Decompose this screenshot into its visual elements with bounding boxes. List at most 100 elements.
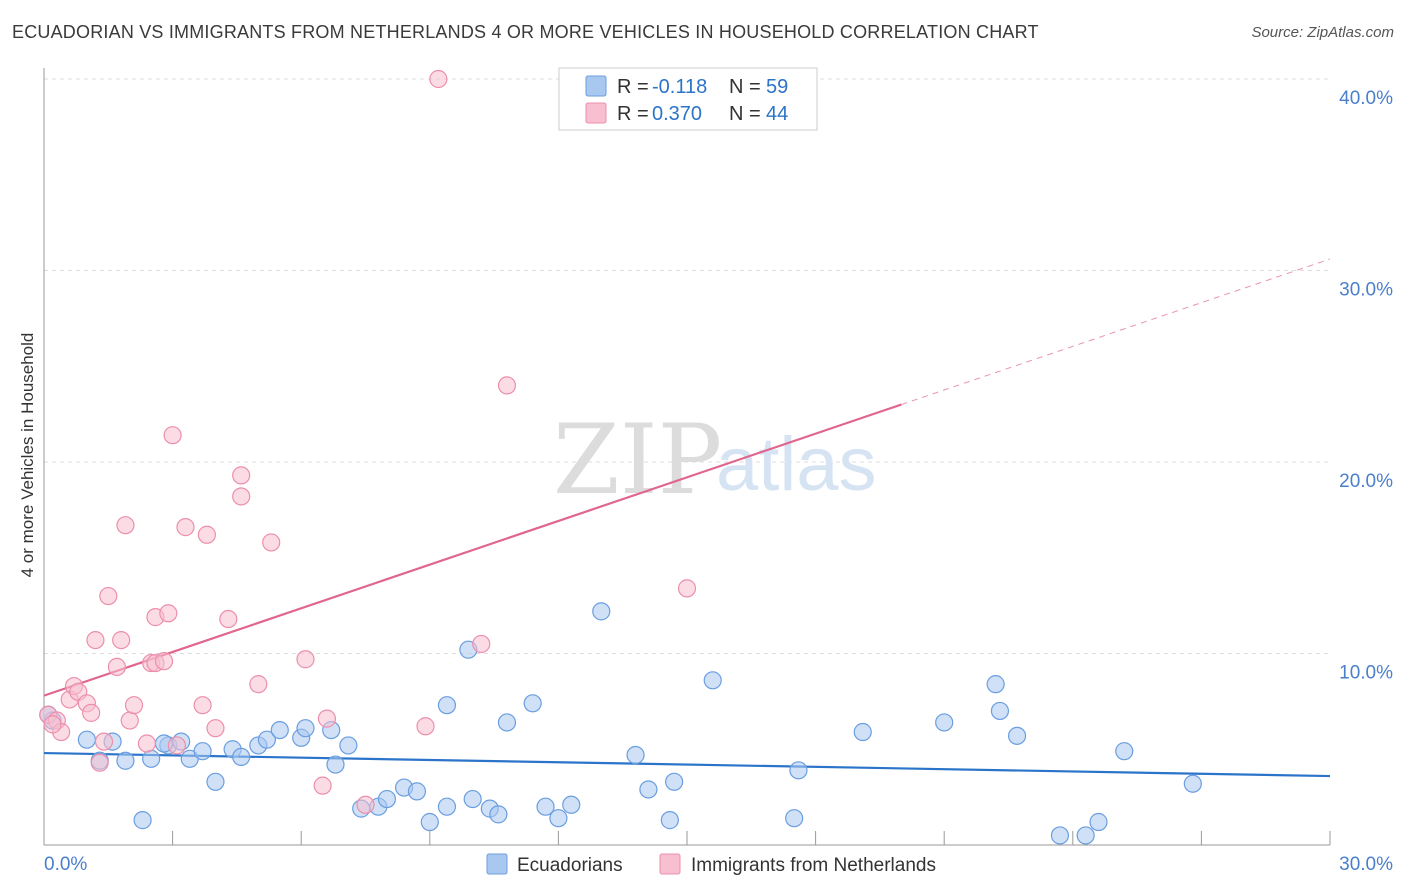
- legend-row-ecuadorians: R = -0.118 N = 59: [585, 75, 788, 98]
- tick-labels: 10.0% 20.0% 30.0% 40.0% 0.0% 30.0%: [44, 88, 1393, 875]
- point-ecuadorian: [523, 694, 542, 713]
- legend-label-ecuadorians: Ecuadorians: [517, 855, 623, 876]
- point-ecuadorian: [257, 730, 277, 749]
- point-netherlands: [86, 630, 105, 650]
- watermark: ZIP atlas: [553, 404, 877, 516]
- legend-n-value: 44: [766, 103, 788, 125]
- point-netherlands: [232, 487, 251, 506]
- legend-r-label: R =: [617, 103, 649, 125]
- point-ecuadorian: [1115, 742, 1134, 761]
- point-netherlands: [99, 586, 118, 606]
- point-ecuadorian: [142, 749, 161, 768]
- point-netherlands: [416, 717, 435, 736]
- point-netherlands: [94, 732, 114, 751]
- point-netherlands: [163, 426, 182, 445]
- point-ecuadorian: [592, 602, 611, 621]
- point-ecuadorian: [1089, 812, 1108, 832]
- point-ecuadorian: [116, 751, 135, 770]
- point-netherlands: [176, 518, 195, 537]
- point-netherlands: [677, 579, 697, 598]
- point-ecuadorian: [665, 772, 684, 791]
- point-ecuadorian: [326, 755, 345, 774]
- series-legend: Ecuadorians Immigrants from Netherlands: [486, 853, 936, 876]
- legend-n-value: 59: [766, 76, 788, 98]
- point-ecuadorian: [639, 780, 658, 799]
- point-ecuadorian: [420, 812, 439, 832]
- point-netherlands: [137, 734, 156, 753]
- point-netherlands: [197, 525, 216, 544]
- point-ecuadorian: [703, 671, 722, 690]
- legend-swatch-blue: [585, 75, 607, 97]
- point-netherlands: [154, 652, 174, 671]
- point-ecuadorian: [549, 809, 568, 828]
- point-ecuadorian: [339, 736, 358, 755]
- point-ecuadorian: [536, 797, 555, 816]
- point-netherlands: [219, 609, 238, 629]
- point-ecuadorian: [463, 789, 482, 809]
- point-netherlands: [317, 709, 337, 728]
- y-tick-label: 40.0%: [1339, 88, 1393, 109]
- legend-r-value: -0.118: [652, 76, 707, 98]
- point-netherlands: [124, 696, 144, 715]
- trend-extension-netherlands: [901, 258, 1331, 406]
- point-ecuadorian: [377, 789, 397, 809]
- point-ecuadorian: [270, 720, 289, 740]
- grid-lines: [44, 78, 1330, 654]
- legend-swatch-ecuadorians: [486, 853, 508, 875]
- legend-r-label: R =: [617, 76, 649, 98]
- point-ecuadorian: [296, 719, 315, 738]
- legend-n-label: N =: [729, 76, 761, 98]
- point-ecuadorian: [133, 811, 152, 830]
- point-ecuadorian: [437, 797, 457, 816]
- point-netherlands: [116, 516, 135, 535]
- point-netherlands: [497, 376, 517, 395]
- trend-line-ecuadorian: [43, 751, 1331, 778]
- point-netherlands: [472, 634, 491, 654]
- point-ecuadorian: [785, 809, 804, 828]
- legend-label-netherlands: Immigrants from Netherlands: [691, 855, 936, 876]
- point-netherlands: [43, 715, 62, 734]
- point-netherlands: [356, 795, 375, 814]
- point-netherlands: [167, 736, 186, 755]
- point-netherlands: [82, 703, 101, 722]
- point-ecuadorian: [853, 722, 872, 742]
- x-tick-label: 0.0%: [44, 854, 87, 875]
- point-ecuadorian: [935, 713, 954, 732]
- legend-swatch-pink: [585, 102, 607, 124]
- chart-title: ECUADORIAN VS IMMIGRANTS FROM NETHERLAND…: [12, 22, 1039, 42]
- watermark-atlas: atlas: [716, 422, 877, 507]
- point-netherlands: [232, 466, 251, 485]
- chart-source: Source: ZipAtlas.com: [1251, 24, 1394, 41]
- point-ecuadorian: [497, 713, 517, 732]
- watermark-zip: ZIP: [553, 404, 722, 516]
- point-ecuadorian: [489, 805, 508, 824]
- point-ecuadorian: [232, 747, 251, 767]
- legend-n-label: N =: [729, 103, 761, 125]
- point-ecuadorian: [626, 745, 645, 765]
- point-netherlands: [296, 650, 315, 669]
- point-ecuadorian: [77, 730, 96, 749]
- point-netherlands: [313, 776, 332, 795]
- y-tick-label: 30.0%: [1339, 280, 1393, 301]
- point-netherlands: [107, 657, 126, 677]
- point-netherlands: [249, 675, 268, 694]
- point-ecuadorian: [660, 811, 679, 830]
- legend-r-value: 0.370: [652, 103, 702, 125]
- point-netherlands: [120, 711, 139, 730]
- point-netherlands: [262, 533, 281, 552]
- point-ecuadorian: [990, 701, 1010, 721]
- correlation-legend: R = -0.118 N = 59 R = 0.370 N = 44: [558, 67, 818, 131]
- point-ecuadorian: [1050, 826, 1070, 845]
- y-axis-title: 4 or more Vehicles in Household: [18, 333, 37, 578]
- point-netherlands: [429, 69, 448, 89]
- point-netherlands: [159, 604, 178, 623]
- point-netherlands: [112, 630, 131, 650]
- point-ecuadorian: [1076, 826, 1095, 845]
- point-ecuadorian: [789, 761, 808, 780]
- point-ecuadorian: [986, 675, 1005, 694]
- point-ecuadorian: [1183, 774, 1202, 793]
- point-ecuadorian: [407, 782, 427, 801]
- point-netherlands: [193, 696, 212, 715]
- trend-lines: [43, 258, 1331, 778]
